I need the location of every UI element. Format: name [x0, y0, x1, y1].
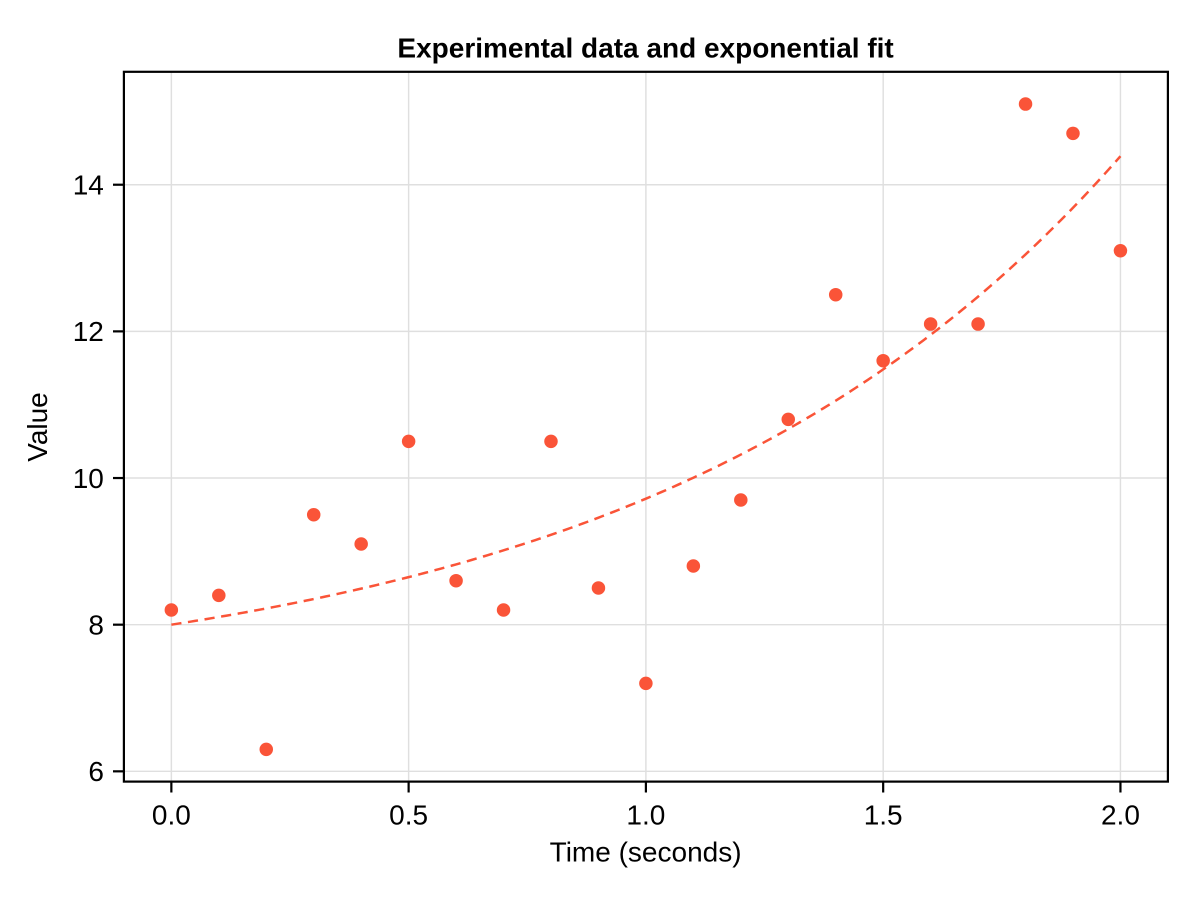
y-tick-label: 14 [73, 170, 104, 201]
data-point [496, 603, 511, 617]
fit-line [171, 155, 1122, 626]
data-point [639, 676, 653, 691]
data-point [164, 603, 179, 617]
data-point [876, 353, 890, 368]
data-point [923, 317, 938, 331]
x-tick-label: 0.0 [152, 800, 191, 831]
data-point [686, 559, 701, 573]
axes-frame [122, 70, 1170, 783]
data-point [828, 287, 843, 302]
data-point [401, 434, 416, 449]
x-tick-labels: 0.0 0.5 1.0 1.5 2.0 [152, 800, 1140, 831]
y-tick-label: 8 [88, 610, 104, 641]
data-point [259, 742, 274, 757]
data-point [212, 588, 226, 603]
x-tick-label: 2.0 [1101, 800, 1140, 831]
data-point [1018, 97, 1033, 111]
data-point [971, 317, 985, 331]
y-tick-labels: 6 8 10 12 14 [73, 170, 104, 788]
data-point [354, 537, 368, 551]
fit-line-group [171, 155, 1122, 626]
data-point [734, 493, 748, 507]
y-tick-label: 12 [73, 316, 104, 347]
x-axis-label: Time (seconds) [550, 837, 742, 868]
chart-title: Experimental data and exponential fit [397, 33, 893, 64]
x-tick-label: 0.5 [389, 800, 428, 831]
data-point [781, 412, 796, 427]
data-point [544, 434, 558, 449]
gridlines [123, 71, 1168, 782]
y-tick-label: 6 [88, 756, 104, 787]
data-point [1066, 126, 1080, 141]
x-tick-label: 1.5 [864, 800, 903, 831]
data-point [449, 573, 463, 588]
data-point [1113, 243, 1128, 258]
y-tick-label: 10 [73, 463, 104, 494]
scatter-points [164, 97, 1128, 757]
x-tick-label: 1.0 [626, 800, 665, 831]
y-axis-label: Value [22, 392, 53, 462]
axes-ticks [113, 183, 1122, 793]
data-point [306, 507, 321, 522]
data-point [591, 581, 606, 595]
